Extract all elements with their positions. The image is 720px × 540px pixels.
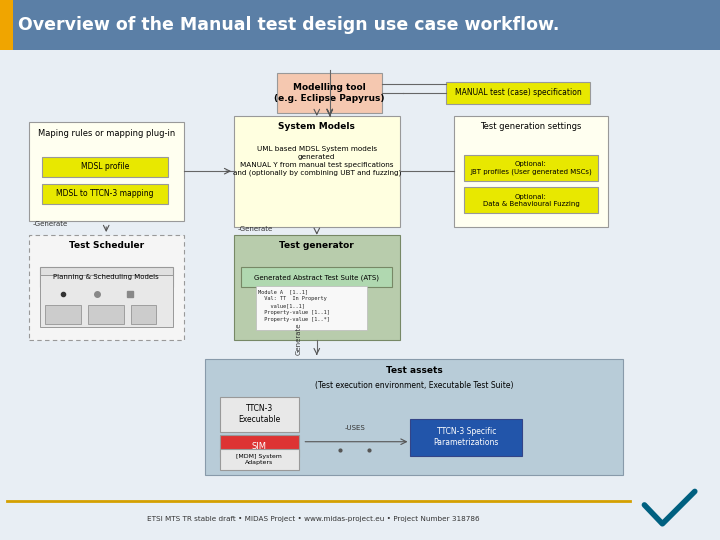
FancyBboxPatch shape	[42, 184, 168, 204]
FancyBboxPatch shape	[40, 267, 173, 287]
Text: MANUAL test (case) specification: MANUAL test (case) specification	[455, 89, 582, 97]
FancyBboxPatch shape	[241, 267, 392, 287]
Text: Test assets: Test assets	[386, 366, 442, 375]
FancyBboxPatch shape	[464, 187, 598, 213]
FancyBboxPatch shape	[45, 305, 81, 324]
Text: SIM: SIM	[252, 442, 266, 450]
FancyBboxPatch shape	[446, 82, 590, 104]
FancyBboxPatch shape	[464, 155, 598, 181]
Text: Test generation settings: Test generation settings	[480, 122, 582, 131]
Text: TTCN-3 Specific
Parametrizations: TTCN-3 Specific Parametrizations	[433, 427, 499, 448]
FancyBboxPatch shape	[410, 418, 522, 456]
Text: Generated Abstract Test Suite (ATS): Generated Abstract Test Suite (ATS)	[254, 274, 379, 281]
FancyBboxPatch shape	[454, 116, 608, 227]
FancyBboxPatch shape	[29, 235, 184, 340]
Text: Modelling tool
(e.g. Eclipse Papyrus): Modelling tool (e.g. Eclipse Papyrus)	[274, 83, 384, 103]
FancyBboxPatch shape	[234, 116, 400, 227]
Text: TTCN-3
Executable: TTCN-3 Executable	[238, 404, 280, 424]
FancyBboxPatch shape	[131, 305, 156, 324]
Text: Test Scheduler: Test Scheduler	[68, 241, 144, 251]
FancyBboxPatch shape	[220, 449, 299, 470]
Text: Optional:
JBT profiles (User generated MSCs): Optional: JBT profiles (User generated M…	[470, 161, 592, 175]
FancyBboxPatch shape	[0, 0, 720, 50]
FancyBboxPatch shape	[256, 286, 367, 330]
FancyBboxPatch shape	[40, 275, 173, 327]
Text: Optional:
Data & Behavioural Fuzzing: Optional: Data & Behavioural Fuzzing	[482, 193, 580, 207]
FancyBboxPatch shape	[220, 397, 299, 432]
FancyBboxPatch shape	[234, 235, 400, 340]
FancyBboxPatch shape	[88, 305, 124, 324]
Text: [MDM] System
Adapters: [MDM] System Adapters	[236, 454, 282, 465]
Text: Generate: Generate	[296, 322, 302, 355]
FancyBboxPatch shape	[29, 122, 184, 221]
Text: Planning & Scheduling Models: Planning & Scheduling Models	[53, 274, 159, 280]
Text: (Test execution environment, Executable Test Suite): (Test execution environment, Executable …	[315, 381, 513, 390]
Text: MDSL to TTCN-3 mapping: MDSL to TTCN-3 mapping	[56, 189, 153, 198]
Text: -Generate: -Generate	[32, 221, 68, 227]
Text: System Models: System Models	[279, 122, 355, 131]
FancyBboxPatch shape	[205, 359, 623, 475]
Text: ETSI MTS TR stable draft • MIDAS Project • www.midas-project.eu • Project Number: ETSI MTS TR stable draft • MIDAS Project…	[147, 516, 480, 523]
Text: Module A  [1..1]
  Val: TT  In Property
    value[1..1]
  Property-value [1..1]
: Module A [1..1] Val: TT In Property valu…	[258, 289, 330, 322]
Text: Maping rules or mapping plug-in: Maping rules or mapping plug-in	[37, 129, 175, 138]
Text: UML based MDSL System models
generated
MANUAL Y from manual test specifications
: UML based MDSL System models generated M…	[233, 146, 401, 176]
FancyBboxPatch shape	[277, 73, 382, 113]
Text: MDSL profile: MDSL profile	[81, 162, 129, 171]
Text: Overview of the Manual test design use case workflow.: Overview of the Manual test design use c…	[18, 16, 559, 35]
Text: Test generator: Test generator	[279, 241, 354, 251]
FancyBboxPatch shape	[42, 157, 168, 177]
FancyBboxPatch shape	[220, 435, 299, 457]
Text: -Generate: -Generate	[238, 226, 273, 232]
Text: -USES: -USES	[344, 425, 365, 431]
FancyBboxPatch shape	[0, 0, 13, 50]
